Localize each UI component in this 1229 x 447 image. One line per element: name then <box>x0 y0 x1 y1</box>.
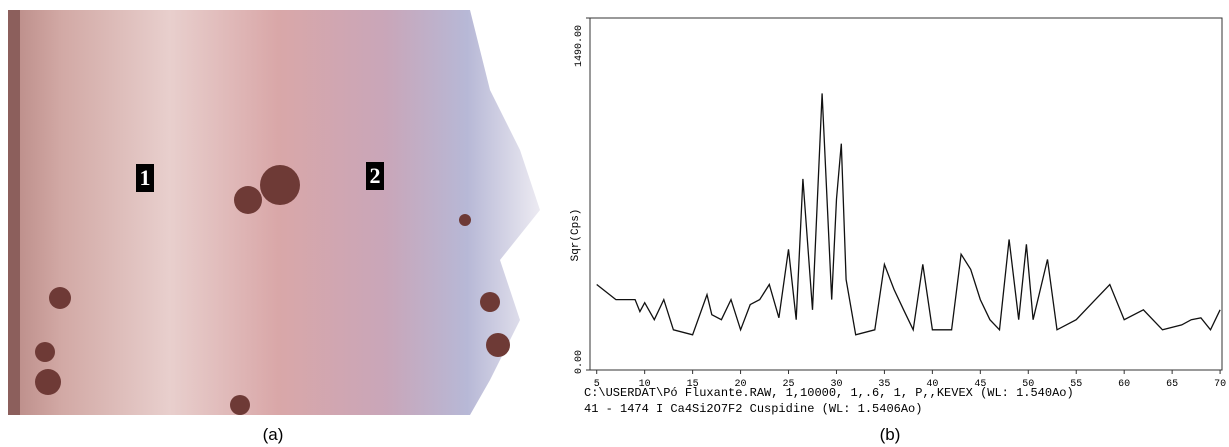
region-label: 1 <box>140 165 151 190</box>
y-tick-label: 0.00 <box>574 350 585 374</box>
x-tick-label: 45 <box>974 379 986 390</box>
x-tick-label: 5 <box>594 379 600 390</box>
x-tick-label: 65 <box>1166 379 1178 390</box>
note: C:\USERDAT\Pó Fluxante.RAW, 1,10000, 1,.… <box>584 386 1074 400</box>
micrograph: 1 2 (a) <box>8 10 548 444</box>
x-tick-label: 40 <box>926 379 938 390</box>
x-tick-label: 70 <box>1214 379 1226 390</box>
background <box>470 10 548 415</box>
y-axis-label: Sqr(Cps) <box>570 209 582 262</box>
plot-frame <box>589 17 1223 371</box>
note: 41 - 1474 I Ca4Si2O7F2 Cuspidine (WL: 1.… <box>584 402 922 416</box>
pore <box>49 287 71 309</box>
pore <box>35 342 55 362</box>
xrd-chart: Sqr(Cps) C:\USERDAT\Pó Fluxante.RAW, 1,1… <box>570 17 1226 444</box>
pore <box>35 369 61 395</box>
pore <box>230 395 250 415</box>
x-tick-label: 25 <box>783 379 795 390</box>
pores <box>35 165 510 415</box>
pore <box>234 186 262 214</box>
pore <box>459 214 471 226</box>
pore <box>486 333 510 357</box>
caption: (b) <box>880 425 901 444</box>
x-tick-label: 60 <box>1118 379 1130 390</box>
x-tick-label: 15 <box>687 379 699 390</box>
x-tick-label: 50 <box>1022 379 1034 390</box>
x-tick-label: 20 <box>735 379 747 390</box>
x-tick-label: 30 <box>830 379 842 390</box>
y-tick-label: 1490.00 <box>574 25 585 67</box>
region-label: 2 <box>370 163 381 188</box>
x-tick-label: 35 <box>878 379 890 390</box>
micrograph-image <box>8 10 548 415</box>
x-tick-label: 55 <box>1070 379 1082 390</box>
pore <box>480 292 500 312</box>
x-tick-label: 10 <box>639 379 651 390</box>
pore <box>260 165 300 205</box>
caption: (a) <box>263 425 284 444</box>
label-box <box>366 162 384 190</box>
edge <box>8 10 20 415</box>
data-line <box>596 93 1221 336</box>
label-box <box>136 164 154 192</box>
